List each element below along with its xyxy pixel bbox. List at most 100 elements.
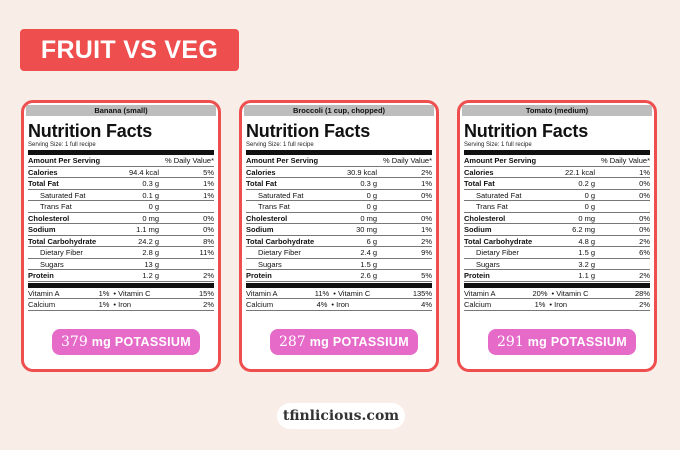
nutrient-label: Saturated Fat: [258, 190, 304, 200]
nutrient-amount: 6.2 mg: [572, 225, 595, 234]
nutrient-label: Protein: [28, 271, 54, 280]
nutrient-daily-value: 0%: [639, 213, 650, 223]
nutrient-amount: 30 mg: [356, 225, 377, 234]
nutrient-amount: 0 g: [584, 202, 595, 211]
nutrient-daily-value: 0%: [421, 190, 432, 200]
calcium-label: Calcium: [28, 300, 56, 309]
divider: [246, 282, 432, 288]
nutrient-daily-value: 5%: [421, 271, 432, 280]
vitamin-row-a-c: Vitamin A 1% • Vitamin C 15%: [28, 288, 214, 299]
nutrient-row-cholesterol: Cholesterol 0 mg 0%: [28, 213, 214, 224]
nutrient-daily-value: 1%: [639, 167, 650, 177]
nutrient-label: Sodium: [464, 225, 492, 234]
nutrient-amount: 0.3 g: [360, 179, 377, 188]
nutrient-row-total-carb: Total Carbohydrate 4.8 g 2%: [464, 236, 650, 247]
potassium-unit: mg POTASSIUM: [527, 335, 627, 349]
nutrient-label: Cholesterol: [246, 213, 288, 223]
nutrient-amount: 13 g: [144, 259, 159, 269]
divider: [246, 150, 432, 155]
divider: [464, 150, 650, 155]
vitamin-row-a-c: Vitamin A 11% • Vitamin C 135%: [246, 288, 432, 299]
nutrient-row-saturated-fat: Saturated Fat 0.1 g 1%: [28, 190, 214, 201]
nutrient-row-trans-fat: Trans Fat 0 g: [464, 201, 650, 213]
nutrient-label: Saturated Fat: [40, 190, 86, 200]
vitamin-a-label: Vitamin A: [464, 288, 496, 298]
nutrient-label: Trans Fat: [258, 202, 290, 211]
vitamin-c-value: 135%: [412, 288, 432, 298]
table-header: Amount Per Serving % Daily Value*: [28, 155, 214, 167]
nutrient-daily-value: 8%: [203, 236, 214, 246]
nutrient-daily-value: 1%: [421, 179, 432, 188]
food-name: Broccoli (1 cup, chopped): [244, 105, 434, 116]
vitamin-c-label: • Vitamin C: [551, 288, 589, 298]
nutrient-daily-value: 2%: [421, 236, 432, 246]
nutrient-amount: 30.9 kcal: [346, 167, 377, 177]
nutrient-daily-value: 6%: [639, 248, 650, 257]
potassium-value: 379: [61, 334, 88, 350]
amount-per-serving-label: Amount Per Serving: [464, 156, 537, 165]
nutrient-daily-value: 2%: [639, 236, 650, 246]
iron-label: • Iron: [113, 300, 132, 309]
nutrient-label: Total Carbohydrate: [28, 236, 97, 246]
vitamin-a-value: 1%: [98, 288, 110, 298]
amount-per-serving-label: Amount Per Serving: [246, 156, 319, 165]
nutrient-daily-value: 9%: [421, 248, 432, 257]
vitamin-a-value: 20%: [532, 288, 548, 298]
nutrient-amount: 94.4 kcal: [128, 167, 159, 177]
nutrient-row-total-fat: Total Fat 0.3 g 1%: [246, 178, 432, 190]
nutrient-label: Dietary Fiber: [476, 248, 519, 257]
nutrient-row-sodium: Sodium 6.2 mg 0%: [464, 224, 650, 236]
nutrient-label: Calories: [28, 167, 58, 177]
nutrient-amount: 1.1 g: [578, 271, 595, 280]
nutrient-amount: 0 g: [584, 190, 595, 200]
potassium-value: 287: [279, 334, 306, 350]
nutrient-row-dietary-fiber: Dietary Fiber 1.5 g 6%: [464, 247, 650, 259]
nutrient-amount: 6 g: [366, 236, 377, 246]
nutrient-amount: 0.3 g: [142, 179, 159, 188]
divider: [464, 282, 650, 288]
calcium-value: 4%: [316, 300, 328, 309]
nutrient-label: Cholesterol: [28, 213, 70, 223]
mineral-row-calcium-iron: Calcium 4% • Iron 4%: [246, 299, 432, 311]
nutrition-card: Broccoli (1 cup, chopped) Nutrition Fact…: [239, 100, 439, 372]
table-header: Amount Per Serving % Daily Value*: [246, 155, 432, 167]
nutrient-daily-value: 0%: [203, 225, 214, 234]
nutrient-row-saturated-fat: Saturated Fat 0 g 0%: [464, 190, 650, 201]
nutrient-amount: 0 mg: [142, 213, 159, 223]
nutrition-facts-title: Nutrition Facts: [28, 121, 153, 141]
nutrient-label: Dietary Fiber: [40, 248, 83, 257]
potassium-badge: 379 mg POTASSIUM: [52, 329, 200, 355]
nutrient-row-saturated-fat: Saturated Fat 0 g 0%: [246, 190, 432, 201]
nutrient-daily-value: 5%: [203, 167, 214, 177]
nutrient-row-sugars: Sugars 1.5 g: [246, 259, 432, 270]
nutrient-row-cholesterol: Cholesterol 0 mg 0%: [464, 213, 650, 224]
nutrient-amount: 1.2 g: [142, 271, 159, 280]
nutrient-row-trans-fat: Trans Fat 0 g: [246, 201, 432, 213]
nutrient-label: Total Carbohydrate: [246, 236, 315, 246]
iron-value: 4%: [421, 300, 432, 309]
nutrient-daily-value: 1%: [203, 190, 214, 200]
nutrient-daily-value: 2%: [639, 271, 650, 280]
nutrient-daily-value: 0%: [203, 213, 214, 223]
mineral-row-calcium-iron: Calcium 1% • Iron 2%: [28, 299, 214, 311]
nutrient-daily-value: [595, 201, 650, 212]
nutrient-row-trans-fat: Trans Fat 0 g: [28, 201, 214, 213]
nutrient-row-protein: Protein 1.2 g 2%: [28, 270, 214, 282]
potassium-value: 291: [497, 334, 524, 350]
nutrition-facts-title: Nutrition Facts: [464, 121, 589, 141]
nutrient-label: Protein: [464, 271, 490, 280]
vitamin-a-value: 11%: [314, 288, 330, 298]
nutrient-row-dietary-fiber: Dietary Fiber 2.8 g 11%: [28, 247, 214, 259]
nutrient-amount: 2.4 g: [360, 248, 377, 257]
nutrient-row-total-carb: Total Carbohydrate 6 g 2%: [246, 236, 432, 247]
nutrient-daily-value: 2%: [203, 271, 214, 280]
nutrient-daily-value: 0%: [639, 190, 650, 200]
nutrient-daily-value: [159, 201, 214, 212]
site-logo[interactable]: tfinlicious.com: [277, 403, 405, 429]
vitamin-c-value: 15%: [198, 288, 214, 298]
nutrient-label: Protein: [246, 271, 272, 280]
nutrient-label: Trans Fat: [40, 202, 72, 211]
nutrition-facts-title: Nutrition Facts: [246, 121, 371, 141]
nutrient-row-cholesterol: Cholesterol 0 mg 0%: [246, 213, 432, 224]
nutrient-row-sodium: Sodium 1.1 mg 0%: [28, 224, 214, 236]
